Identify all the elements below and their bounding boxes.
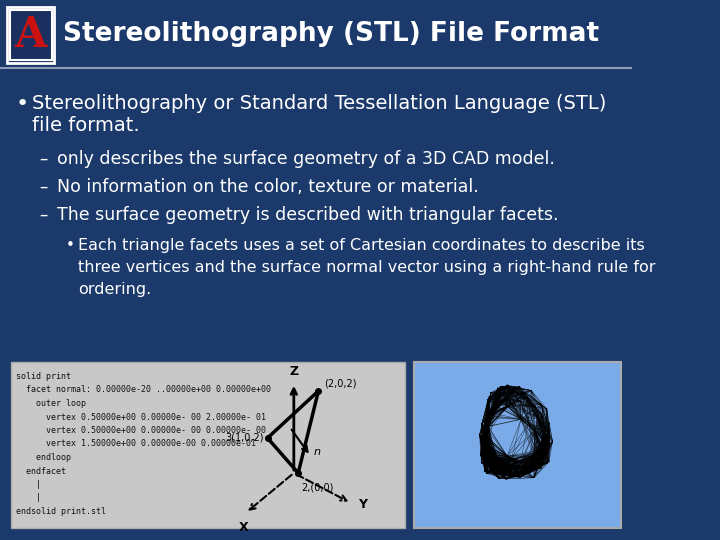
- Text: –: –: [40, 150, 48, 168]
- Text: A: A: [14, 14, 47, 56]
- Text: |: |: [16, 494, 41, 503]
- Text: •: •: [66, 238, 75, 253]
- Text: (2,0,2): (2,0,2): [324, 379, 356, 389]
- Text: Stereolithography (STL) File Format: Stereolithography (STL) File Format: [63, 21, 599, 47]
- Text: endsolid print.stl: endsolid print.stl: [16, 507, 106, 516]
- Bar: [9, 10, 52, 60]
- Text: Stereolithography or Standard Tessellation Language (STL): Stereolithography or Standard Tessellati…: [32, 94, 606, 113]
- Text: vertex 0.50000e+00 0.00000e- 00 2.00000e- 01: vertex 0.50000e+00 0.00000e- 00 2.00000e…: [16, 413, 266, 422]
- Text: X: X: [239, 521, 248, 534]
- Text: file format.: file format.: [32, 116, 139, 135]
- Text: solid print: solid print: [16, 372, 71, 381]
- Bar: [0, 0, 631, 68]
- Text: endfacet: endfacet: [16, 467, 66, 476]
- Text: –: –: [40, 206, 48, 224]
- Text: |: |: [16, 480, 41, 489]
- Text: 3(1,0,2): 3(1,0,2): [225, 433, 264, 443]
- Text: Y: Y: [358, 498, 367, 511]
- Bar: [414, 362, 621, 528]
- Text: vertex 0.50000e+00 0.00000e- 00 0.00000e- 00: vertex 0.50000e+00 0.00000e- 00 0.00000e…: [16, 426, 266, 435]
- Text: –: –: [40, 178, 48, 196]
- Text: 2,(0,0): 2,(0,0): [302, 483, 334, 493]
- Bar: [11, 362, 405, 528]
- Text: The surface geometry is described with triangular facets.: The surface geometry is described with t…: [57, 206, 559, 224]
- Text: facet normal: 0.00000e-20 ..00000e+00 0.00000e+00: facet normal: 0.00000e-20 ..00000e+00 0.…: [16, 386, 271, 395]
- Text: endloop: endloop: [16, 453, 71, 462]
- Text: outer loop: outer loop: [16, 399, 86, 408]
- Text: •: •: [16, 94, 29, 114]
- Text: Each triangle facets uses a set of Cartesian coordinates to describe its
three v: Each triangle facets uses a set of Carte…: [78, 238, 656, 298]
- Text: vertex 1.50000e+00 0.00000e-00 0.00000e-01: vertex 1.50000e+00 0.00000e-00 0.00000e-…: [16, 440, 256, 449]
- Bar: [7, 7, 55, 63]
- Text: No information on the color, texture or material.: No information on the color, texture or …: [57, 178, 479, 196]
- Text: Z: Z: [289, 365, 298, 378]
- Text: n: n: [314, 447, 321, 457]
- Text: only describes the surface geometry of a 3D CAD model.: only describes the surface geometry of a…: [57, 150, 555, 168]
